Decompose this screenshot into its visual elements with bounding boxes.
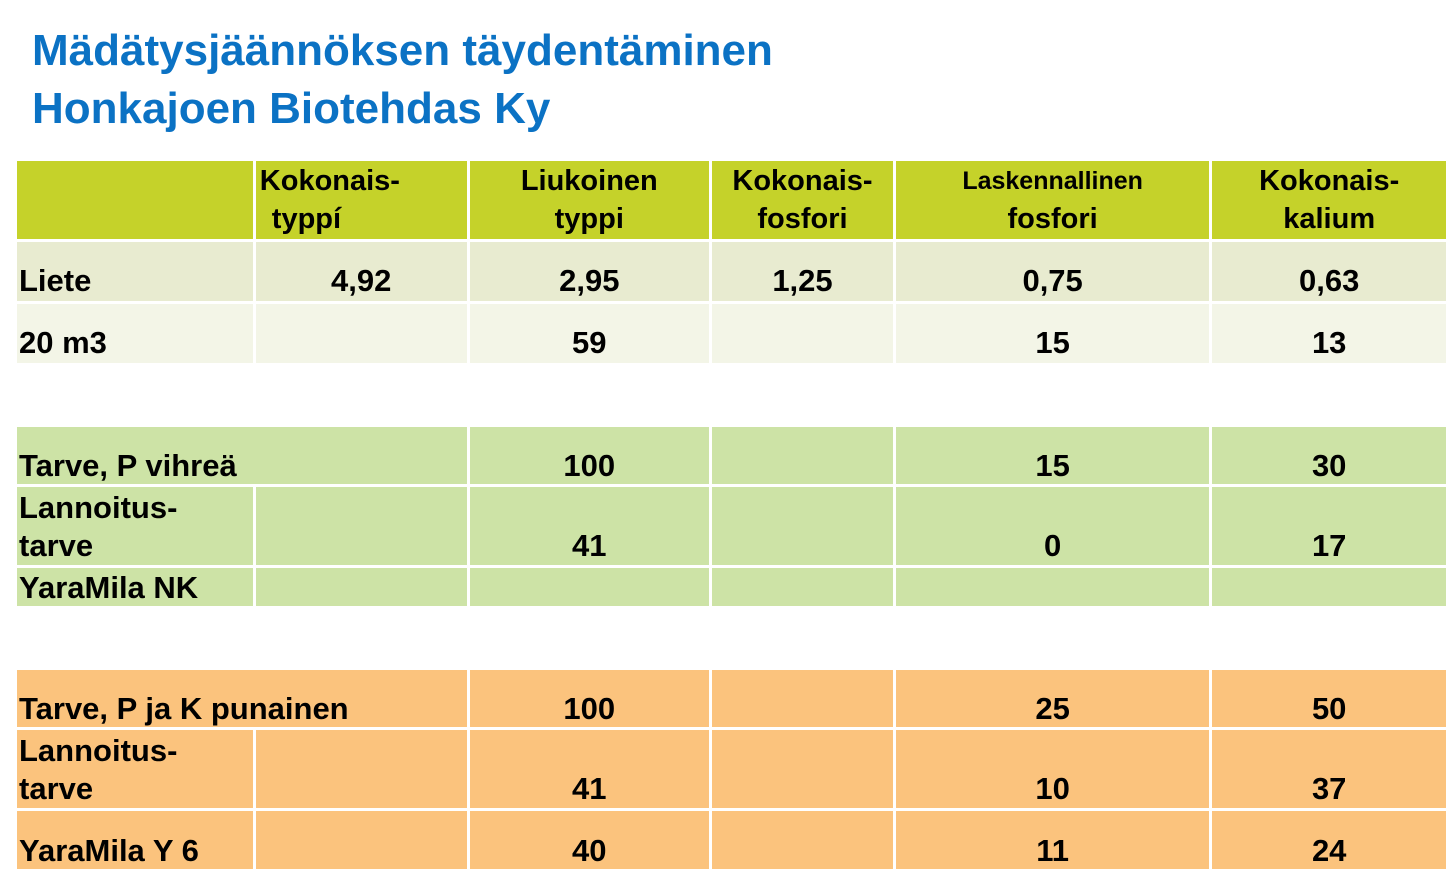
cell-value: 24 (1212, 811, 1446, 869)
cell-value: 17 (1212, 487, 1446, 565)
cell-value: 0 (895, 487, 1210, 565)
cell-value: 11 (895, 811, 1210, 869)
cell-value (255, 730, 467, 808)
cell-value (712, 304, 893, 363)
row-label-line: tarve (19, 771, 94, 806)
row-label: Lannoitus- tarve (17, 487, 253, 565)
row-label: Lannoitus- tarve (17, 730, 253, 808)
table-row-lannoitustarve-green: Lannoitus- tarve 41 0 17 (17, 487, 1446, 565)
header-text: Kokonais- (259, 165, 400, 197)
cell-value: 0,63 (1212, 242, 1446, 301)
table-row-tarve-punainen: Tarve, P ja K punainen 100 25 50 (17, 670, 1446, 727)
cell-value: 13 (1212, 304, 1446, 363)
header-kokonaiskalium: Kokonais- kalium (1212, 161, 1446, 239)
cell-value: 2,95 (469, 242, 710, 301)
row-label-line: tarve (19, 528, 94, 563)
cell-value (712, 670, 893, 727)
page-title: Mädätysjäännöksen täydentäminen Honkajoe… (32, 22, 773, 138)
cell-value: 1,25 (712, 242, 893, 301)
cell-value: 40 (469, 811, 710, 869)
header-laskennallinen-fosfori: Laskennallinen fosfori (895, 161, 1210, 239)
header-text: Kokonais- (1259, 165, 1400, 197)
table-row-lannoitustarve-orange: Lannoitus- tarve 41 10 37 (17, 730, 1446, 808)
cell-value (255, 811, 467, 869)
header-kokonaistyppi: Kokonais- typpí (255, 161, 467, 239)
header-empty-cell (17, 161, 253, 239)
table-row-yaramila-nk: YaraMila NK (17, 568, 1446, 606)
table-row-liete: Liete 4,92 2,95 1,25 0,75 0,63 (17, 242, 1446, 301)
row-label: Tarve, P vihreä (17, 427, 467, 484)
cell-value (469, 568, 710, 606)
spacer-cell (17, 366, 1446, 424)
cell-value (255, 568, 467, 606)
row-label: 20 m3 (17, 304, 253, 363)
cell-value (255, 487, 467, 565)
cell-value (255, 304, 467, 363)
row-label: YaraMila Y 6 (17, 811, 253, 869)
cell-value: 100 (469, 427, 710, 484)
header-text: Laskennallinen (962, 167, 1143, 195)
table-header-row: Kokonais- typpí Liukoinen typpi Kokonais… (17, 161, 1446, 239)
row-label: Liete (17, 242, 253, 301)
header-text: Kokonais- (732, 165, 873, 197)
cell-value (712, 730, 893, 808)
cell-value: 41 (469, 730, 710, 808)
cell-value: 50 (1212, 670, 1446, 727)
header-text: typpí (271, 203, 342, 235)
header-text: typpi (554, 203, 624, 235)
nutrient-table: Kokonais- typpí Liukoinen typpi Kokonais… (14, 158, 1449, 872)
row-label: YaraMila NK (17, 568, 253, 606)
cell-value: 15 (895, 427, 1210, 484)
cell-value (1212, 568, 1446, 606)
header-text: fosfori (757, 203, 848, 235)
cell-value: 4,92 (255, 242, 467, 301)
cell-value: 10 (895, 730, 1210, 808)
cell-value: 25 (895, 670, 1210, 727)
table-row-20m3: 20 m3 59 15 13 (17, 304, 1446, 363)
cell-value (712, 568, 893, 606)
cell-value: 0,75 (895, 242, 1210, 301)
row-label-line: Lannoitus- (19, 733, 178, 768)
title-line-1: Mädätysjäännöksen täydentäminen (32, 26, 773, 75)
title-line-2: Honkajoen Biotehdas Ky (32, 84, 551, 133)
cell-value (712, 811, 893, 869)
cell-value: 41 (469, 487, 710, 565)
spacer-cell (17, 609, 1446, 667)
cell-value: 59 (469, 304, 710, 363)
header-kokonaisfosfori: Kokonais- fosfori (712, 161, 893, 239)
table-row-yaramila-y6: YaraMila Y 6 40 11 24 (17, 811, 1446, 869)
header-text: kalium (1283, 203, 1376, 235)
cell-value (712, 427, 893, 484)
header-text: fosfori (1007, 203, 1098, 235)
table-row-tarve-vihrea: Tarve, P vihreä 100 15 30 (17, 427, 1446, 484)
cell-value: 100 (469, 670, 710, 727)
header-text: Liukoinen (520, 165, 658, 197)
row-label: Tarve, P ja K punainen (17, 670, 467, 727)
header-liukoinen-typpi: Liukoinen typpi (469, 161, 710, 239)
cell-value: 30 (1212, 427, 1446, 484)
cell-value: 15 (895, 304, 1210, 363)
row-label-line: Lannoitus- (19, 490, 178, 525)
cell-value (712, 487, 893, 565)
table-spacer (17, 366, 1446, 424)
cell-value (895, 568, 1210, 606)
cell-value: 37 (1212, 730, 1446, 808)
table-spacer (17, 609, 1446, 667)
